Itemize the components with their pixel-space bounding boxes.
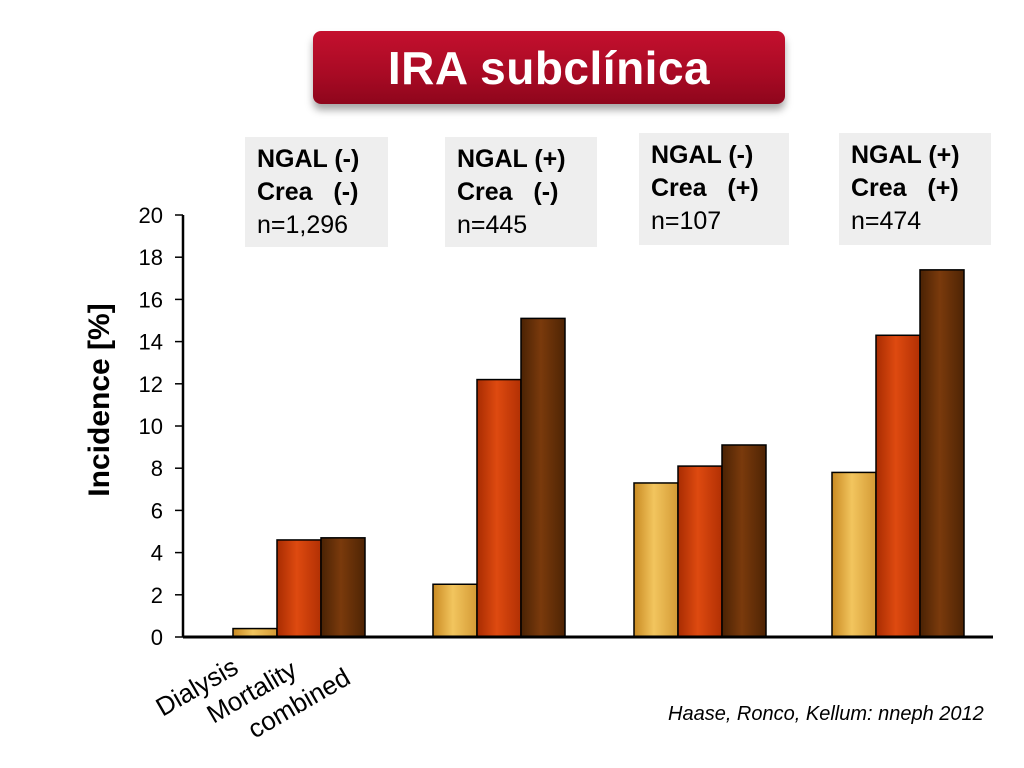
title-banner: IRA subclínica	[313, 31, 785, 104]
y-tick-label: 20	[139, 203, 163, 228]
group-label-n: n=445	[457, 211, 528, 239]
bar-dialysis	[633, 482, 679, 638]
source-citation: Haase, Ronco, Kellum: nneph 2012	[668, 703, 984, 725]
group-label-crea: Crea (+)	[651, 174, 759, 202]
bar-dialysis	[831, 471, 877, 638]
y-tick-label: 14	[139, 330, 163, 355]
group-label-n: n=474	[851, 207, 922, 235]
page-title: IRA subclínica	[387, 41, 711, 94]
group-label-crea: Crea (-)	[257, 178, 359, 206]
bar-combined	[520, 317, 566, 638]
group-label-n: n=1,296	[257, 211, 349, 239]
y-tick-label: 10	[139, 414, 163, 439]
group-label-ngal: NGAL (-)	[651, 141, 754, 169]
y-axis-ticks: 0 2 4 6 8 10 12 14 16 18 20	[139, 203, 183, 650]
y-tick-label: 0	[151, 625, 163, 650]
y-tick-label: 16	[139, 287, 163, 312]
bar-combined	[721, 444, 767, 638]
group-label-ngal: NGAL (+)	[851, 141, 960, 169]
y-tick-label: 4	[151, 541, 163, 566]
group-label-4: NGAL (+) Crea (+) n=474	[839, 133, 991, 245]
bar-mortality	[677, 465, 723, 638]
group-label-n: n=107	[651, 207, 722, 235]
bar-combined	[919, 269, 965, 638]
bar-dialysis	[432, 583, 478, 638]
y-tick-label: 12	[139, 372, 163, 397]
group-label-3: NGAL (-) Crea (+) n=107	[639, 133, 789, 245]
bar-mortality	[476, 378, 522, 638]
group-label-crea: Crea (+)	[851, 174, 959, 202]
group-label-ngal: NGAL (-)	[257, 145, 360, 173]
y-tick-label: 6	[151, 498, 163, 523]
group-label-crea: Crea (-)	[457, 178, 559, 206]
y-tick-label: 18	[139, 245, 163, 270]
group-label-2: NGAL (+) Crea (-) n=445	[445, 137, 597, 247]
y-tick-label: 2	[151, 583, 163, 608]
group-label-1: NGAL (-) Crea (-) n=1,296	[245, 137, 388, 247]
bar-mortality	[276, 539, 322, 638]
bar-combined	[320, 537, 366, 638]
bar-mortality	[875, 334, 921, 638]
y-tick-label: 8	[151, 456, 163, 481]
bars	[232, 269, 965, 638]
group-label-ngal: NGAL (+)	[457, 145, 566, 173]
